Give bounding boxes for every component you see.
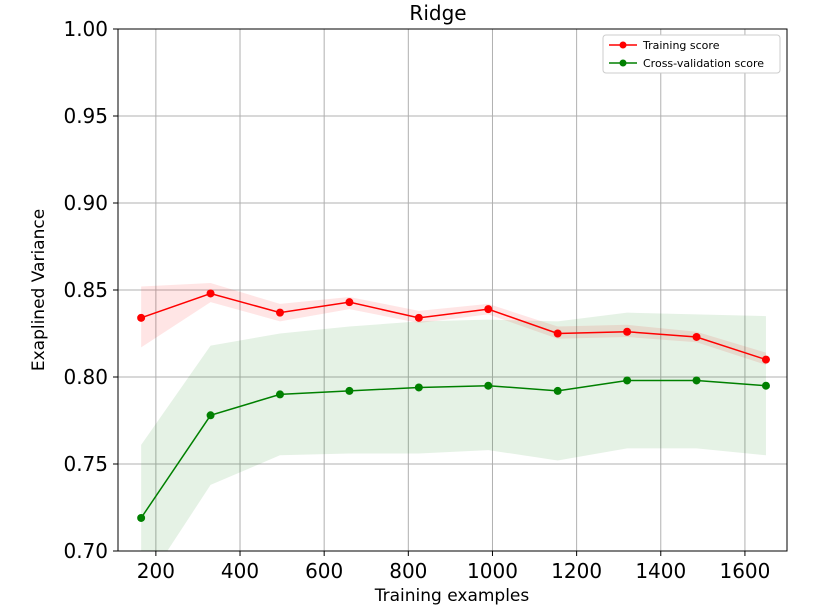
series-points — [137, 289, 770, 522]
x-tick-label: 1600 — [719, 559, 770, 583]
confidence-bands — [141, 283, 766, 551]
series-line-training — [140, 292, 767, 361]
y-tick-label: 0.90 — [63, 191, 108, 215]
data-point-cv — [761, 381, 770, 390]
data-point-cv — [206, 411, 215, 420]
y-tick-label: 0.80 — [63, 365, 108, 389]
data-point-cv — [137, 513, 146, 522]
y-tick-label: 0.75 — [63, 452, 108, 476]
y-tick-label: 0.95 — [63, 104, 108, 128]
y-axis-label: Exaplined Variance — [29, 209, 49, 371]
data-point-cv — [414, 383, 423, 392]
data-point-training — [345, 298, 354, 307]
data-point-training — [761, 355, 770, 364]
data-point-training — [137, 313, 146, 322]
confidence-band-cv — [141, 312, 766, 551]
legend-marker-cv — [619, 59, 627, 67]
y-tick-label: 0.85 — [63, 278, 108, 302]
series-line-cv — [140, 379, 767, 519]
data-point-training — [275, 308, 284, 317]
data-point-cv — [553, 386, 562, 395]
data-point-training — [553, 329, 562, 338]
series-lines — [140, 292, 767, 519]
x-tick-label: 400 — [221, 559, 259, 583]
data-point-training — [692, 332, 701, 341]
x-tick-label: 1000 — [467, 559, 518, 583]
legend-box — [602, 34, 781, 74]
x-tick-label: 1400 — [635, 559, 686, 583]
data-point-cv — [623, 376, 632, 385]
y-axis-ticks: 0.70 0.75 0.80 0.85 0.90 0.95 1.00 — [63, 17, 118, 563]
y-tick-label: 0.70 — [63, 539, 108, 563]
chart-title: Ridge — [409, 1, 466, 25]
x-tick-label: 600 — [305, 559, 343, 583]
confidence-band-training — [141, 283, 766, 365]
x-axis-label: Training examples — [374, 586, 530, 606]
data-point-cv — [692, 376, 701, 385]
x-axis-ticks: 200 400 600 800 1000 1200 1400 1600 — [137, 551, 770, 583]
data-point-cv — [275, 390, 284, 399]
data-point-training — [414, 313, 423, 322]
data-point-training — [623, 327, 632, 336]
legend: Training score Cross-validation score — [602, 34, 781, 74]
x-tick-label: 800 — [389, 559, 427, 583]
data-point-cv — [484, 381, 493, 390]
data-point-cv — [345, 386, 354, 395]
data-point-training — [484, 305, 493, 314]
legend-label-training: Training score — [642, 39, 720, 52]
legend-marker-training — [619, 41, 627, 49]
x-tick-label: 200 — [137, 559, 175, 583]
data-point-training — [206, 289, 215, 298]
x-tick-label: 1200 — [551, 559, 602, 583]
y-tick-label: 1.00 — [63, 17, 108, 41]
legend-label-cv: Cross-validation score — [643, 57, 764, 70]
